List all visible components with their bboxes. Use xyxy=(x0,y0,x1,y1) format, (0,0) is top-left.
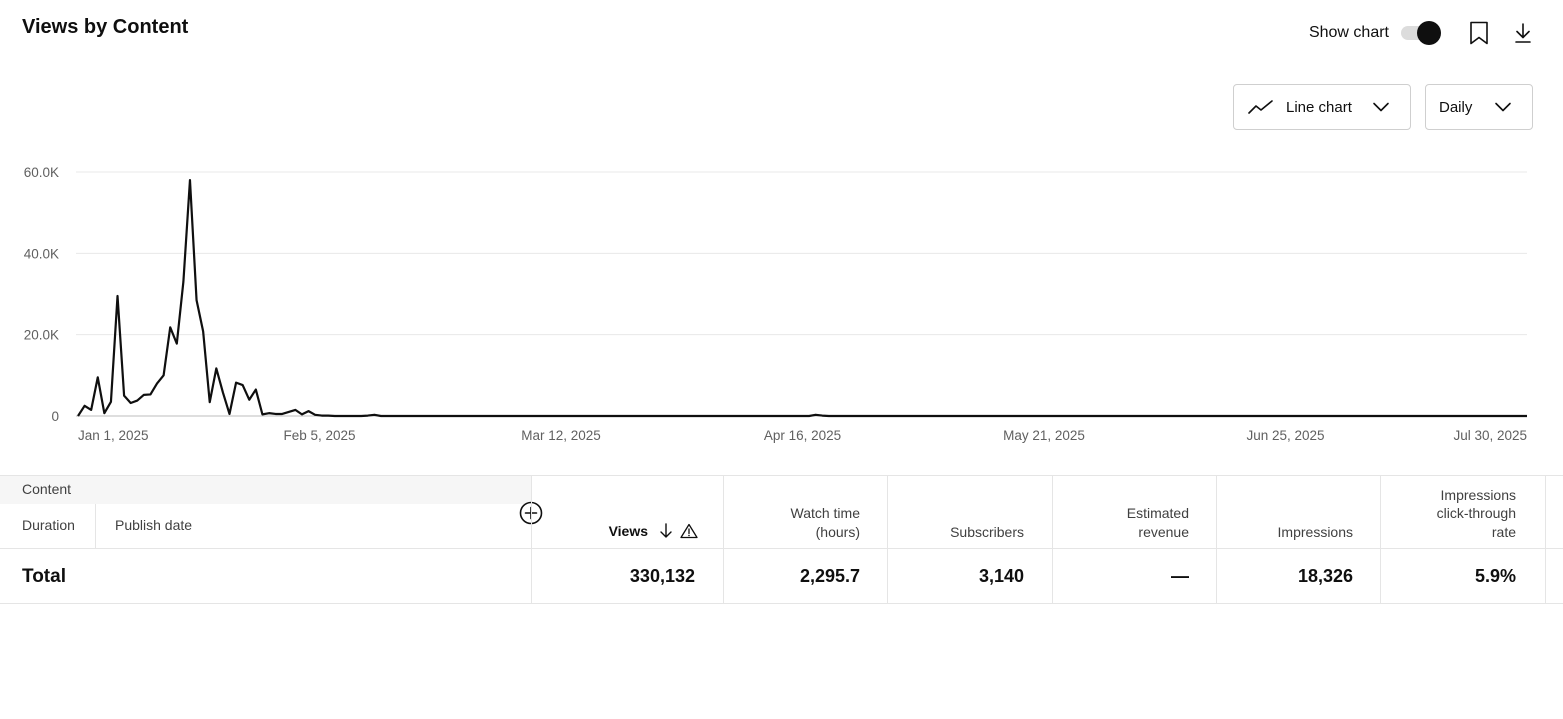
interval-dropdown[interactable]: Daily xyxy=(1425,84,1533,130)
chart-type-label: Line chart xyxy=(1286,98,1352,116)
views-series-line xyxy=(77,179,1527,418)
top-actions: Show chart xyxy=(1309,18,1541,48)
ctr-header-line-1: Impressions xyxy=(1440,486,1516,503)
line-chart-icon xyxy=(1248,100,1273,114)
warning-icon[interactable] xyxy=(680,523,698,539)
y-tick-label: 60.0K xyxy=(24,165,59,180)
watch-time-column-header[interactable]: Watch time (hours) xyxy=(723,476,888,549)
estimated-revenue-column-header[interactable]: Estimated revenue xyxy=(1052,476,1217,549)
views-line-chart: 0 20.0K 40.0K 60.0K Jan 1, 2025 Feb 5, 2025 M… xyxy=(24,165,1527,443)
content-table: Content Duration Publish date Views Watc… xyxy=(0,475,1563,604)
impressions-header-label: Impressions xyxy=(1277,523,1353,540)
table-header: Content Duration Publish date Views Watc… xyxy=(0,475,1563,549)
content-column-header[interactable]: Content xyxy=(0,476,531,504)
impressions-column-header[interactable]: Impressions xyxy=(1216,476,1381,549)
download-icon xyxy=(1515,23,1531,43)
x-tick-label: Jan 1, 2025 xyxy=(78,428,149,443)
download-button[interactable] xyxy=(1505,18,1541,48)
show-chart-label: Show chart xyxy=(1308,24,1389,41)
chart-type-dropdown[interactable]: Line chart xyxy=(1233,84,1411,130)
x-axis-ticks: Jan 1, 2025 Feb 5, 2025 Mar 12, 2025 Apr 16… xyxy=(78,428,1527,443)
y-tick-label: 20.0K xyxy=(24,328,59,343)
show-chart-toggle[interactable] xyxy=(1399,21,1441,45)
views-column-header[interactable]: Views xyxy=(531,476,724,549)
chevron-down-icon xyxy=(1373,102,1389,112)
total-ctr: 5.9% xyxy=(1380,549,1546,604)
total-impressions: 18,326 xyxy=(1216,549,1381,604)
arrow-down-icon xyxy=(660,523,672,538)
page-title: Views by Content xyxy=(22,16,189,38)
y-tick-label: 0 xyxy=(51,409,59,424)
views-header-label: Views xyxy=(608,522,648,539)
total-views: 330,132 xyxy=(531,549,724,604)
total-revenue: — xyxy=(1052,549,1217,604)
toggle-knob xyxy=(1417,21,1441,45)
revenue-header-line-1: Estimated xyxy=(1126,505,1189,521)
subscribers-header-label: Subscribers xyxy=(950,523,1024,540)
ctr-column-header[interactable]: Impressions click-through rate xyxy=(1380,476,1546,549)
x-tick-label: Jun 25, 2025 xyxy=(1246,428,1324,443)
subscribers-column-header[interactable]: Subscribers xyxy=(887,476,1053,549)
revenue-header-line-2: revenue xyxy=(1138,523,1189,540)
chart-grid xyxy=(76,171,1527,417)
watch-time-header-line-2: (hours) xyxy=(815,523,860,540)
ctr-header-line-3: rate xyxy=(1491,523,1516,540)
interval-label: Daily xyxy=(1439,98,1473,116)
total-label: Total xyxy=(22,566,66,587)
x-tick-label: Feb 5, 2025 xyxy=(283,428,355,443)
total-row: Total 330,132 2,295.7 3,140 — 18,326 5.9… xyxy=(0,549,1563,604)
x-tick-label: Apr 16, 2025 xyxy=(764,428,841,443)
bookmark-button[interactable] xyxy=(1461,18,1497,48)
bookmark-icon xyxy=(1470,21,1488,45)
chevron-down-icon xyxy=(1495,102,1511,112)
publish-date-column-header[interactable]: Publish date xyxy=(115,517,193,533)
duration-column-header[interactable]: Duration xyxy=(0,504,96,549)
x-tick-label: Mar 12, 2025 xyxy=(521,428,601,443)
total-watch-time: 2,295.7 xyxy=(723,549,888,604)
watch-time-header-line-1: Watch time xyxy=(790,505,861,521)
ctr-header-line-2: click-through xyxy=(1436,505,1516,521)
x-tick-label: Jul 30, 2025 xyxy=(1453,428,1527,443)
total-subscribers: 3,140 xyxy=(887,549,1053,604)
y-axis-ticks: 0 20.0K 40.0K 60.0K xyxy=(24,165,59,424)
x-tick-label: May 21, 2025 xyxy=(1003,428,1085,443)
y-tick-label: 40.0K xyxy=(24,246,59,261)
